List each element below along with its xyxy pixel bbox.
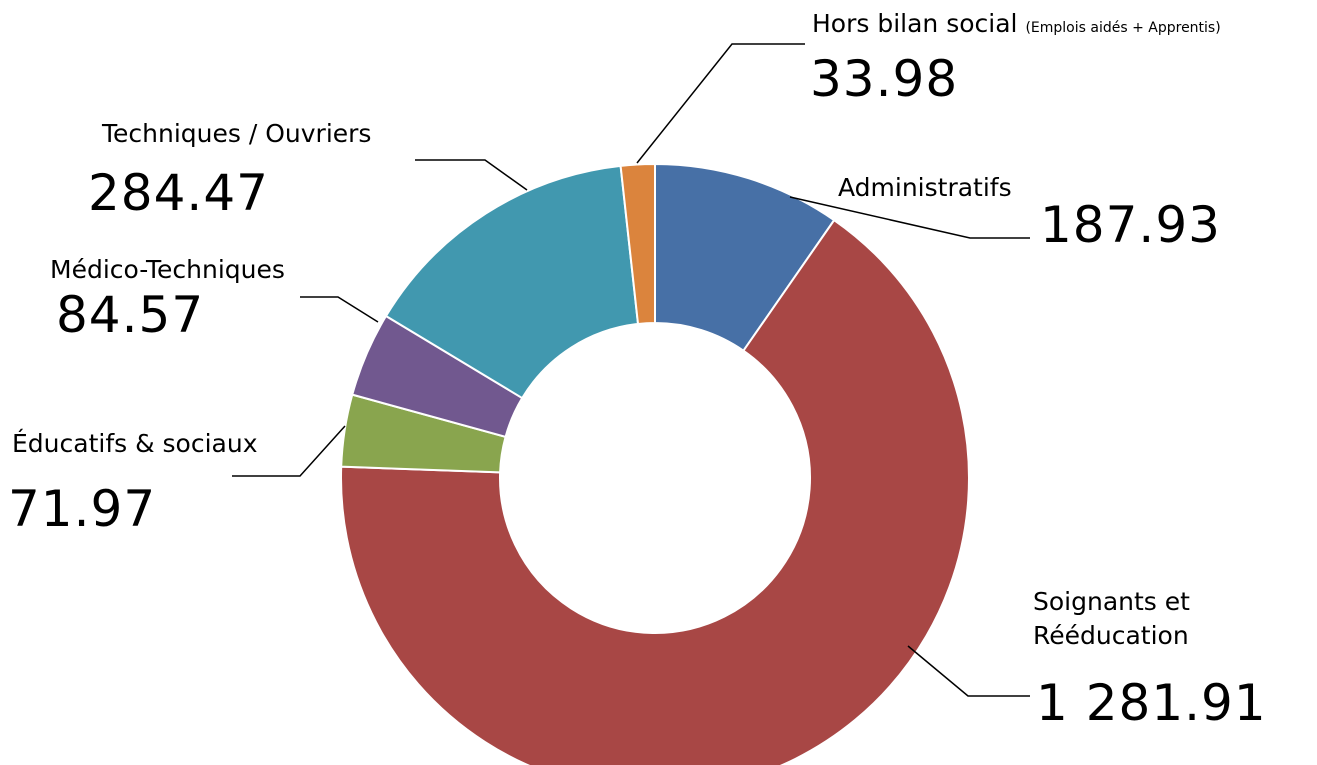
slice-value-educatifs: 71.97 bbox=[8, 480, 157, 538]
slice-value-hors-bilan: 33.98 bbox=[810, 50, 959, 108]
leader-line-medico bbox=[300, 296, 379, 323]
slice-label-hors-bilan: Hors bilan social (Emplois aidés + Appre… bbox=[812, 10, 1221, 38]
slice-label-educatifs: Éducatifs & sociaux bbox=[12, 429, 258, 458]
donut-slice-hors-bilan-social bbox=[619, 162, 656, 326]
slice-value-medico: 84.57 bbox=[56, 286, 205, 344]
slice-label-techniques: Techniques / Ouvriers bbox=[102, 119, 372, 148]
slice-label-administratifs: Administratifs bbox=[838, 173, 1012, 202]
leader-line-techniques bbox=[415, 159, 528, 191]
donut-slices bbox=[340, 162, 970, 765]
slice-label-hors-bilan-name: Hors bilan social bbox=[812, 9, 1018, 38]
leader-line-administratifs bbox=[789, 196, 1030, 239]
slice-value-administratifs: 187.93 bbox=[1040, 196, 1221, 254]
donut-slice-techniques-ouvriers bbox=[384, 164, 640, 400]
leader-line-educatifs bbox=[232, 425, 346, 477]
slice-value-soignants: 1 281.91 bbox=[1036, 674, 1267, 732]
slice-label-soignants-line2: Rééducation bbox=[1033, 620, 1189, 650]
slice-label-hors-bilan-note: (Emplois aidés + Apprentis) bbox=[1025, 20, 1221, 36]
donut-slice-soignants-et-r-ducation bbox=[340, 218, 970, 765]
slice-label-medico: Médico-Techniques bbox=[50, 255, 285, 284]
slice-label-soignants-line1: Soignants et bbox=[1033, 587, 1190, 616]
leader-line-hors-bilan bbox=[636, 43, 805, 164]
slice-value-techniques: 284.47 bbox=[88, 164, 269, 222]
slice-label-soignants: Soignants et Rééducation bbox=[1033, 585, 1190, 653]
leader-lines bbox=[232, 43, 1030, 697]
leader-line-soignants bbox=[907, 645, 1030, 697]
